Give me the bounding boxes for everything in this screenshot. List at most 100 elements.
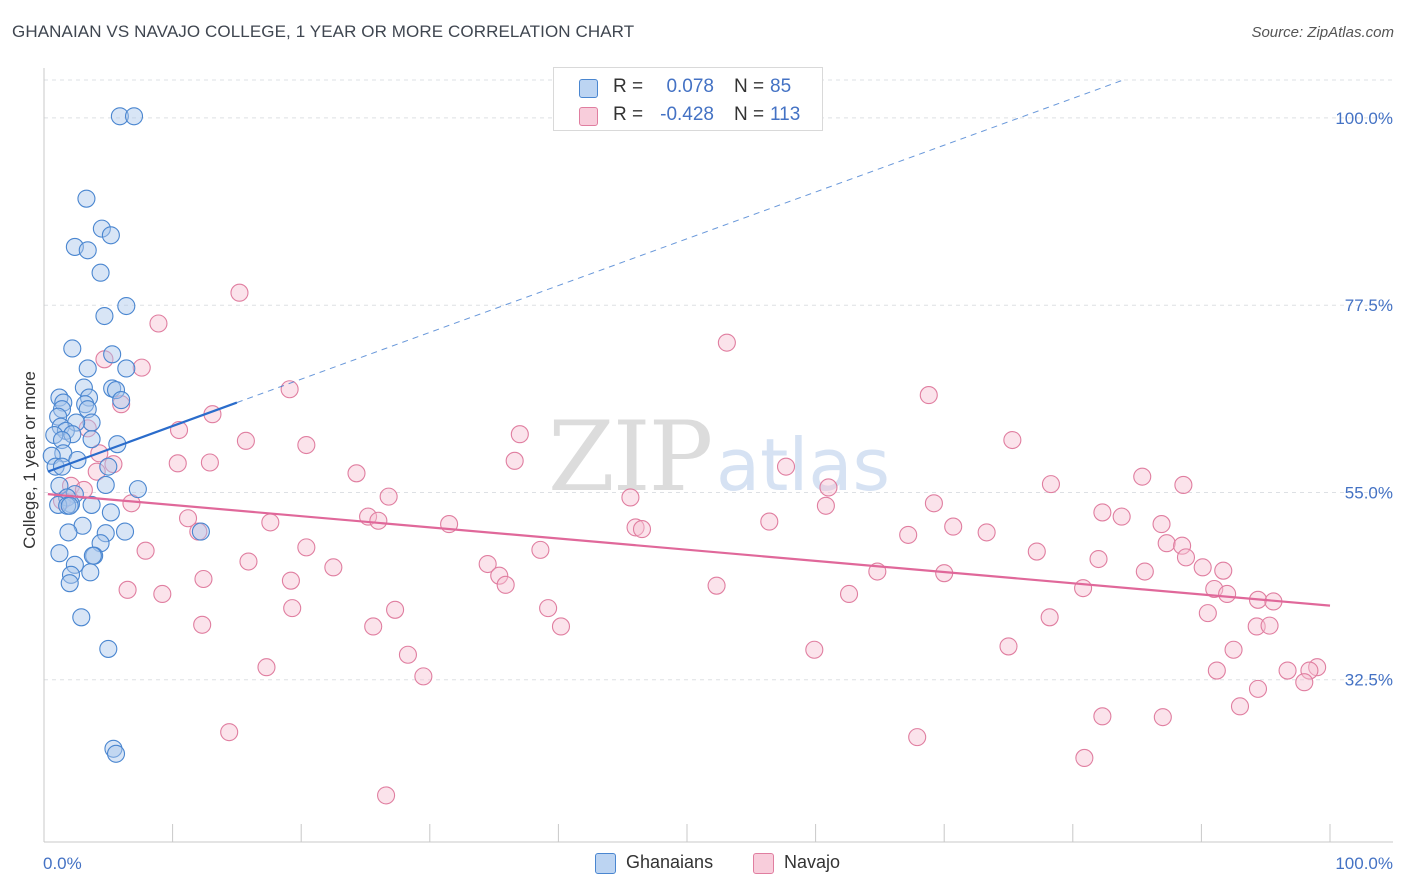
r-label: R =: [613, 76, 644, 97]
navajo-point: [104, 455, 123, 474]
ghanaian-point: [101, 226, 120, 245]
chart-title: GHANAIAN VS NAVAJO COLLEGE, 1 YEAR OR MO…: [12, 22, 635, 41]
navajo-point: [398, 645, 417, 664]
navajo-point: [510, 425, 529, 444]
navajo-point: [717, 333, 736, 352]
navajo-point: [1300, 661, 1319, 680]
navajo-point: [414, 667, 433, 686]
navajo-point: [496, 575, 515, 594]
navajo-point: [1173, 536, 1192, 555]
ghanaian-point: [78, 400, 97, 419]
ghanaians-swatch: [595, 853, 616, 874]
navajo-point: [1218, 584, 1237, 604]
ghanaian-point: [82, 430, 101, 449]
ghanaian-point: [112, 391, 131, 410]
navajo-point: [478, 554, 497, 574]
ghanaian-trend-extension: [236, 79, 1125, 404]
watermark-atlas: atlas: [716, 423, 890, 507]
navajo-point: [1224, 640, 1243, 659]
navajo-point: [1207, 661, 1226, 680]
ghanaian-point: [128, 480, 147, 499]
navajo-swatch: [579, 107, 598, 126]
navajo-point: [1198, 604, 1217, 623]
legend-label: Navajo: [784, 852, 841, 872]
legend-row-navajo: R = -0.428 N = 113: [554, 102, 822, 128]
navajo-point: [1003, 430, 1022, 450]
n-value: 85: [770, 76, 792, 97]
y-tick-label: 77.5%: [1345, 296, 1393, 315]
ghanaian-point: [63, 339, 82, 358]
navajo-point: [369, 511, 388, 530]
navajo-trend-line: [47, 493, 1331, 607]
navajo-point: [1112, 507, 1131, 526]
navajo-point: [707, 576, 726, 595]
navajo-point: [1153, 708, 1172, 727]
ghanaian-point: [77, 189, 96, 208]
axes: [43, 68, 1393, 843]
navajo-point: [280, 380, 299, 399]
navajo-point: [194, 569, 213, 589]
source-label: Source: ZipAtlas.com: [1251, 24, 1394, 41]
navajo-point: [505, 451, 524, 470]
ghanaian-point: [78, 359, 97, 378]
ghanaian-point: [91, 263, 110, 282]
ghanaian-point: [103, 345, 122, 364]
ghanaian-point: [115, 522, 135, 541]
navajo-point: [281, 571, 300, 590]
navajo-point: [1040, 608, 1059, 627]
ghanaian-point: [83, 546, 102, 565]
navajo-point: [261, 513, 280, 532]
navajo-point: [1278, 661, 1297, 680]
n-label: N =: [734, 104, 765, 125]
navajo-point: [379, 487, 398, 506]
navajo-point: [236, 431, 255, 450]
ghanaian-point: [191, 522, 210, 541]
ghanaian-point: [110, 107, 129, 126]
navajo-point: [230, 283, 249, 302]
navajo-point: [805, 640, 824, 659]
navajo-point: [944, 517, 963, 536]
navajo-point: [1075, 748, 1094, 767]
ghanaian-point: [99, 457, 118, 476]
navajo-swatch: [753, 853, 774, 874]
r-value: -0.428: [660, 104, 714, 125]
x-tick-label: 0.0%: [43, 854, 82, 873]
r-value: 0.078: [666, 76, 714, 97]
ghanaian-point: [50, 544, 69, 563]
navajo-point: [839, 584, 859, 604]
navajo-point: [899, 525, 918, 544]
ghanaian-point: [99, 639, 118, 658]
navajo-point: [153, 584, 172, 604]
ghanaian-point: [92, 219, 111, 238]
navajo-point: [1089, 549, 1108, 569]
series-legend: Ghanaians Navajo: [0, 852, 1406, 876]
navajo-point: [324, 558, 343, 577]
navajo-point: [74, 480, 93, 500]
navajo-point: [999, 637, 1018, 656]
y-tick-label: 100.0%: [1335, 109, 1393, 128]
ghanaian-point: [95, 306, 114, 326]
navajo-point: [632, 520, 652, 539]
navajo-point: [1157, 534, 1176, 553]
navajo-point: [149, 314, 168, 333]
ghanaian-point: [78, 241, 97, 260]
navajo-point: [551, 617, 571, 636]
navajo-point: [1135, 562, 1154, 581]
watermark: ZIP atlas: [548, 401, 890, 513]
navajo-point: [364, 617, 383, 636]
navajo-point: [924, 494, 943, 513]
watermark-zip: ZIP: [548, 401, 711, 513]
navajo-point: [1260, 616, 1279, 635]
navajo-point: [531, 540, 550, 559]
navajo-point: [1133, 467, 1152, 486]
n-value: 113: [770, 104, 801, 125]
navajo-point: [1295, 673, 1314, 692]
ghanaian-point: [96, 524, 115, 543]
navajo-point: [132, 358, 151, 377]
navajo-point: [1152, 515, 1171, 534]
ghanaian-point: [124, 107, 144, 126]
ghanaian-point: [65, 555, 84, 574]
correlation-legend: R = 0.078 N = 85 R = -0.428 N = 113: [553, 67, 823, 131]
navajo-point: [1247, 617, 1266, 636]
